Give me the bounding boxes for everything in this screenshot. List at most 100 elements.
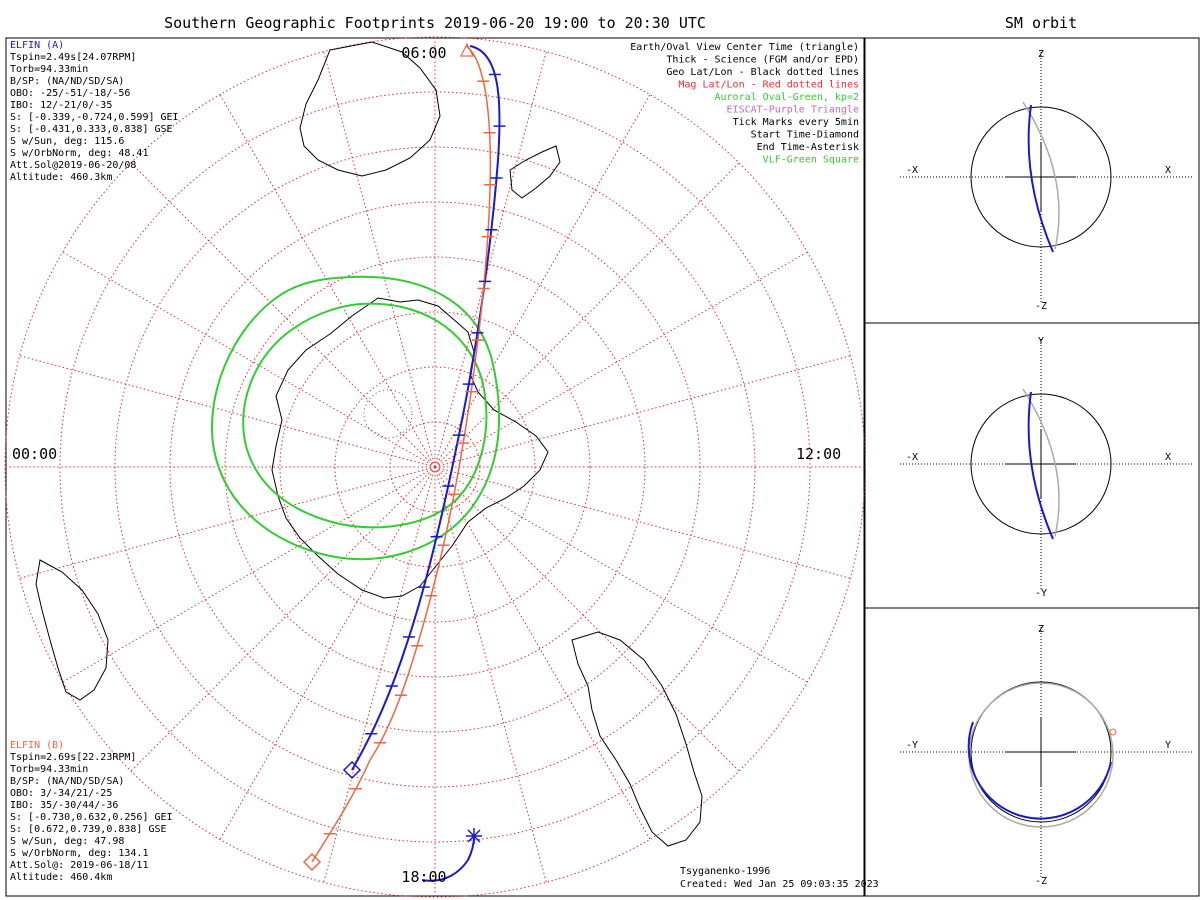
elfin-b-param-line: Att.Sol@: 2019-06-18/11: [10, 860, 148, 871]
sm-axis-label-right: X: [1165, 165, 1171, 176]
geo-pole-circle: [363, 389, 413, 439]
elfin-a-params: Tspin=2.49s[24.07RPM]Torb=94.33minB/SP: …: [10, 52, 179, 183]
mag-lat-circle: [224, 256, 646, 678]
mag-lon-spoke: [62, 251, 436, 468]
sm-axis-label-left: -X: [906, 165, 918, 176]
mag-lat-circle: [279, 311, 591, 623]
sm-axis-label-right: Y: [1165, 740, 1171, 751]
legend-entry: Mag Lat/Lon - Red dotted lines: [678, 80, 859, 91]
elfin-a-param-line: Tspin=2.49s[24.07RPM]: [10, 52, 136, 63]
view-center-triangle: [460, 42, 474, 57]
sm-orbit-b: [1022, 101, 1060, 250]
elfin-b-param-line: S w/OrbNorm, deg: 134.1: [10, 848, 148, 859]
legend-entry: Geo Lat/Lon - Black dotted lines: [666, 67, 859, 78]
sm-panel-frame: [864, 37, 1200, 897]
elfin-b-params: Tspin=2.69s[22.23RPM]Torb=94.33minB/SP: …: [10, 752, 173, 883]
map-label-right: 12:00: [796, 445, 841, 463]
map-label-bottom: 18:00: [401, 868, 446, 886]
elfin-b-param-line: S w/Sun, deg: 47.98: [10, 836, 124, 847]
elfin-b-info: ELFIN (B) Tspin=2.69s[22.23RPM]Torb=94.3…: [10, 740, 173, 883]
legend-entry: Tick Marks every 5min: [733, 117, 859, 128]
elfin-a-start-diamond: [342, 760, 362, 780]
elfin-b-param-line: IBO: 35/-30/44/-36: [10, 800, 118, 811]
legend-entry: Auroral Oval-Green, kp=2: [715, 92, 860, 103]
legend-entry: EISCAT-Purple Triangle: [727, 105, 859, 116]
sm-orbit-a: [967, 721, 1112, 820]
sm-axis-label-down: -Z: [1035, 876, 1047, 887]
auroral-oval-outer: [210, 275, 501, 561]
elfin-a-param-line: S: [-0.339,-0.724,0.599] GEI: [10, 112, 179, 123]
elfin-b-param-line: S: [0.672,0.739,0.838] GSE: [10, 824, 167, 835]
elfin-b-start-diamond: [302, 852, 322, 872]
elfin-a-param-line: Torb=94.33min: [10, 64, 88, 75]
mag-lon-spoke: [323, 466, 436, 883]
elfin-a-param-line: S: [-0.431,0.333,0.838] GSE: [10, 124, 173, 135]
auroral-ovals: [210, 275, 501, 561]
sm-orbit-panels: Z -Z -X X Y -Y -X X Z -Z -Y Y: [864, 37, 1200, 897]
elfin-a-end-asterisk: [467, 829, 481, 843]
sm-axis-label-up: Z: [1038, 49, 1044, 60]
sm-panel-1: Z -Z -X X: [900, 49, 1194, 312]
elfin-a-title: ELFIN (A): [10, 40, 64, 51]
legend-entry: End Time-Asterisk: [757, 142, 859, 153]
footprint-tracks: [302, 42, 506, 882]
elfin-a-param-line: OBO: -25/-51/-18/-56: [10, 88, 130, 99]
mag-lon-spoke: [434, 51, 547, 468]
sm-axis-label-up: Z: [1038, 624, 1044, 635]
elfin-b-param-line: Torb=94.33min: [10, 764, 88, 775]
coastlines: [35, 41, 703, 847]
elfin-a-param-line: S w/Sun, deg: 115.6: [10, 136, 124, 147]
figure-title: Southern Geographic Footprints 2019-06-2…: [164, 14, 706, 32]
sm-marker-b: [1109, 728, 1117, 736]
legend-entry: Thick - Science (FGM and/or EPD): [666, 55, 859, 66]
elfin-a-track: [351, 45, 501, 771]
model-credit: Tsyganenko-1996: [680, 866, 770, 877]
legend: Earth/Oval View Center Time (triangle) Th…: [630, 42, 859, 166]
south-america-coastline: [571, 631, 703, 847]
elfin-a-param-line: B/SP: (NA/ND/SD/SA): [10, 76, 124, 87]
sm-axis-label-left: -X: [906, 452, 918, 463]
elfin-a-param-line: S w/OrbNorm, deg: 48.41: [10, 148, 148, 159]
elfin-b-param-line: S: [-0.730,0.632,0.256] GEI: [10, 812, 173, 823]
sm-axis-label-up: Y: [1038, 336, 1044, 347]
sm-orbit-b: [1022, 388, 1060, 537]
sm-panel-3: Z -Z -Y Y: [900, 624, 1194, 887]
mag-lon-spoke: [19, 466, 436, 579]
africa-coastline: [35, 559, 109, 701]
mag-lon-spoke: [434, 94, 651, 468]
mag-lon-spoke: [434, 466, 851, 579]
sm-axis-label-down: -Y: [1035, 588, 1047, 599]
legend-entry: Earth/Oval View Center Time (triangle): [630, 42, 859, 53]
legend-entry: Start Time-Diamond: [751, 130, 859, 141]
legend-entry: VLF-Green Square: [763, 155, 859, 166]
sm-earth-circle: [970, 681, 1112, 823]
elfin-b-param-line: B/SP: (NA/ND/SD/SA): [10, 776, 124, 787]
mag-lat-circle: [59, 91, 811, 843]
map-label-left: 00:00: [12, 445, 57, 463]
sm-earth-circle: [970, 393, 1112, 535]
mag-lon-spoke: [130, 162, 436, 468]
sm-orbit-title: SM orbit: [1005, 14, 1077, 32]
mag-lon-spoke: [323, 51, 436, 468]
new-zealand-coastline: [509, 145, 561, 199]
elfin-b-track: [311, 45, 492, 863]
sm-orbit-a: [1027, 391, 1054, 540]
elfin-b-title: ELFIN (B): [10, 740, 64, 751]
created-credit: Created: Wed Jan 25 09:03:35 2023: [680, 879, 879, 890]
elfin-a-param-line: Altitude: 460.3km: [10, 172, 112, 183]
sm-axis-label-right: X: [1165, 452, 1171, 463]
auroral-oval-inner: [242, 302, 488, 529]
sm-earth-circle: [970, 106, 1112, 248]
sm-axis-label-down: -Z: [1035, 301, 1047, 312]
sm-panel-2: Y -Y -X X: [900, 336, 1194, 599]
mag-lon-spoke: [62, 466, 436, 683]
map-label-top: 06:00: [401, 44, 446, 62]
elfin-b-param-line: OBO: 3/-34/21/-25: [10, 788, 112, 799]
mag-lon-spoke: [19, 355, 436, 468]
elfin-a-info: ELFIN (A) Tspin=2.49s[24.07RPM]Torb=94.3…: [10, 40, 179, 183]
australia-coastline: [299, 41, 441, 177]
sm-axis-label-left: -Y: [906, 740, 918, 751]
sm-orbit-a: [1027, 104, 1054, 253]
elfin-b-param-line: Altitude: 460.4km: [10, 872, 112, 883]
